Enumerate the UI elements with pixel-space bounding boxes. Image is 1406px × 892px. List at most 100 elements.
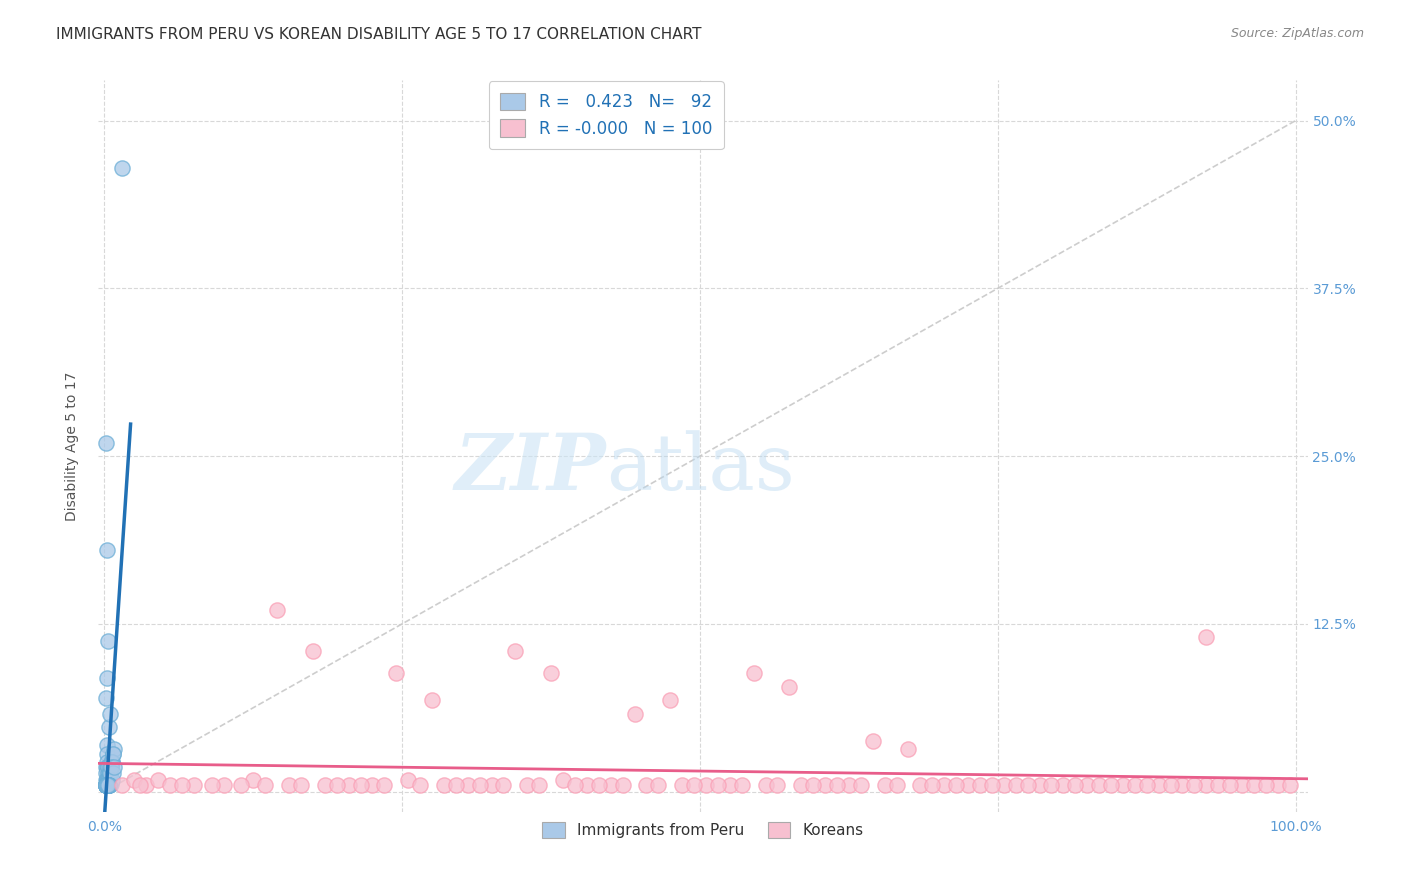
Point: [97, 772, 120, 787]
Point: [170, 778, 193, 792]
Point: [100, 760, 122, 774]
Point: [969, 778, 991, 792]
Point: [873, 778, 896, 792]
Point: [540, 666, 562, 681]
Point: [409, 778, 432, 792]
Point: [575, 778, 598, 792]
Point: [135, 778, 157, 792]
Point: [96, 778, 118, 792]
Point: [103, 747, 125, 761]
Point: [290, 778, 312, 792]
Point: [96, 772, 118, 787]
Point: [1171, 778, 1194, 792]
Point: [97, 778, 120, 792]
Point: [636, 778, 658, 792]
Point: [97, 778, 120, 792]
Point: [659, 693, 682, 707]
Point: [98, 760, 121, 774]
Point: [778, 680, 800, 694]
Point: [96, 778, 118, 792]
Point: [1147, 778, 1170, 792]
Point: [97, 760, 120, 774]
Point: [96, 671, 118, 685]
Point: [695, 778, 717, 792]
Point: [707, 778, 730, 792]
Point: [612, 778, 634, 792]
Point: [96, 772, 118, 787]
Point: [100, 772, 122, 787]
Point: [96, 778, 118, 792]
Point: [97, 760, 120, 774]
Point: [96, 755, 118, 769]
Point: [96, 778, 118, 792]
Point: [742, 666, 765, 681]
Point: [96, 778, 118, 792]
Point: [98, 778, 121, 792]
Point: [1028, 778, 1050, 792]
Point: [457, 778, 479, 792]
Point: [1052, 778, 1074, 792]
Point: [801, 778, 824, 792]
Text: ZIP: ZIP: [454, 430, 606, 506]
Point: [337, 778, 360, 792]
Point: [849, 778, 872, 792]
Point: [97, 778, 120, 792]
Point: [945, 778, 967, 792]
Point: [862, 733, 884, 747]
Point: [103, 760, 125, 774]
Point: [266, 603, 288, 617]
Point: [993, 778, 1015, 792]
Point: [1017, 778, 1039, 792]
Point: [314, 778, 336, 792]
Point: [468, 778, 491, 792]
Point: [96, 778, 118, 792]
Point: [349, 778, 371, 792]
Point: [96, 778, 118, 792]
Point: [183, 778, 205, 792]
Point: [1184, 778, 1206, 792]
Point: [96, 778, 118, 792]
Point: [97, 772, 120, 787]
Point: [98, 772, 121, 787]
Point: [98, 760, 121, 774]
Point: [1076, 778, 1098, 792]
Point: [146, 772, 169, 787]
Point: [516, 778, 538, 792]
Point: [122, 772, 145, 787]
Point: [242, 772, 264, 787]
Point: [96, 747, 118, 761]
Point: [97, 778, 120, 792]
Point: [111, 161, 134, 175]
Point: [97, 765, 120, 780]
Point: [492, 778, 515, 792]
Point: [814, 778, 837, 792]
Point: [129, 778, 152, 792]
Point: [754, 778, 776, 792]
Point: [96, 778, 118, 792]
Point: [361, 778, 384, 792]
Point: [1254, 778, 1277, 792]
Point: [1088, 778, 1111, 792]
Point: [96, 778, 118, 792]
Legend: Immigrants from Peru, Koreans: Immigrants from Peru, Koreans: [536, 816, 870, 845]
Point: [1278, 778, 1301, 792]
Point: [934, 778, 956, 792]
Point: [1230, 778, 1253, 792]
Point: [100, 755, 122, 769]
Point: [97, 778, 120, 792]
Point: [97, 778, 120, 792]
Point: [647, 778, 669, 792]
Point: [1267, 778, 1289, 792]
Point: [94, 778, 117, 792]
Point: [97, 765, 120, 780]
Point: [96, 778, 118, 792]
Point: [97, 771, 120, 785]
Point: [98, 765, 121, 780]
Point: [97, 765, 120, 780]
Point: [1160, 778, 1182, 792]
Point: [551, 772, 574, 787]
Point: [100, 755, 122, 769]
Point: [444, 778, 467, 792]
Point: [96, 778, 118, 792]
Point: [671, 778, 693, 792]
